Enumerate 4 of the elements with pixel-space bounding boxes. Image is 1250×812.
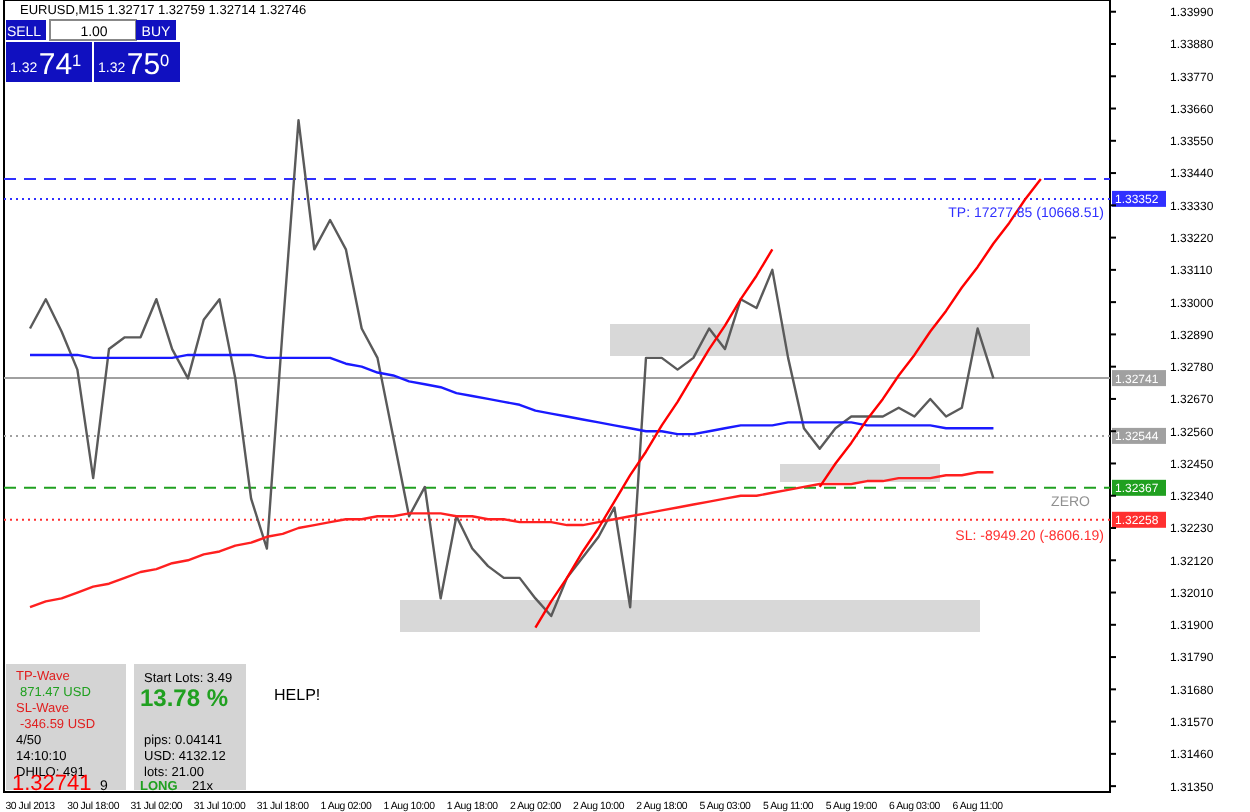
annotation: HELP! <box>274 686 321 704</box>
annotation: 74$^{1}$ <box>38 48 83 82</box>
annotation: 75$^{0}$ <box>126 48 171 82</box>
annotation: 13.78 % <box>140 684 229 712</box>
